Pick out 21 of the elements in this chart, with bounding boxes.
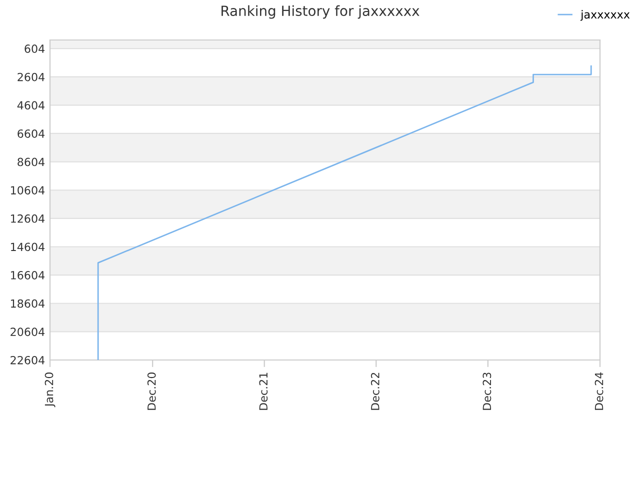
x-tick-label: Dec.24 (594, 372, 604, 410)
y-tick-label: 2604 (18, 72, 45, 82)
x-tick-label: Dec.21 (259, 372, 268, 410)
legend-label: jaxxxxxx (580, 10, 630, 21)
x-tick-label: Dec.23 (482, 372, 492, 410)
y-tick-label: 10604 (11, 186, 45, 194)
y-tick-label: 4604 (17, 101, 45, 110)
chart-title: Ranking History for jaxxxxxx (222, 5, 420, 19)
x-tick-label: Dec.22 (370, 372, 380, 410)
y-tick-label: 6604 (18, 129, 45, 138)
line-series (97, 65, 592, 360)
y-tick-label: 22604 (10, 356, 45, 364)
y-tick-label: 14604 (11, 242, 45, 252)
y-tick-label: 20604 (10, 328, 45, 336)
y-tick-label: 8604 (18, 158, 45, 166)
y-tick-label: 604 (24, 44, 45, 53)
y-tick-label: 18604 (11, 299, 45, 308)
y-tick-label: 16604 (11, 271, 45, 280)
x-tick-label: Dec.20 (147, 372, 156, 410)
y-tick-label: 12604 (11, 214, 45, 223)
x-tick-label: Jan.20 (44, 372, 56, 408)
